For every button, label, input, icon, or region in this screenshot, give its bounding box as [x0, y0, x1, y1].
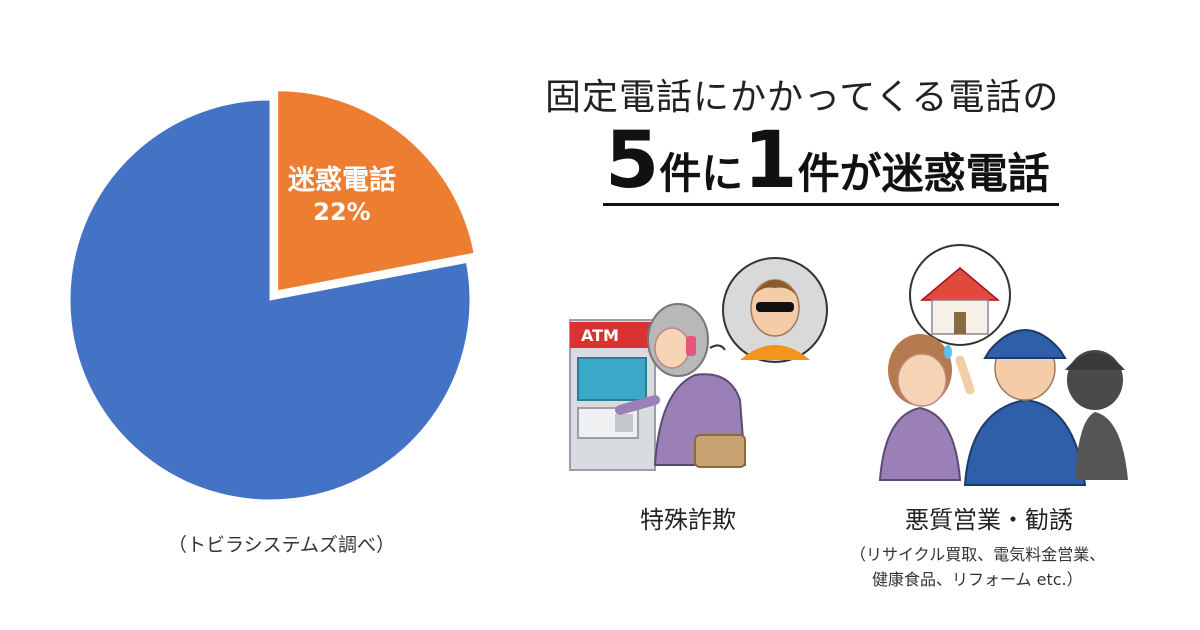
- salesman-icon: [955, 329, 1087, 486]
- atm-sign-text: ATM: [581, 326, 619, 345]
- scammer-icon: [709, 257, 828, 363]
- sales-caption: 悪質営業・勧誘: [905, 506, 1073, 534]
- sales-note-line-2: 健康食品、リフォーム etc.）: [872, 570, 1083, 589]
- pie-slice-spam-calls: [277, 90, 475, 292]
- atm-icon: [569, 319, 656, 471]
- sales-illustration: [878, 244, 1128, 486]
- fraud-illustration: ATM: [569, 257, 828, 471]
- source-note: （トビラシステムズ調べ）: [168, 534, 396, 556]
- pie-slice-value-label: 22%: [313, 198, 371, 226]
- sales-note-line-1: （リサイクル買取、電気料金営業、: [850, 545, 1106, 564]
- headline-text-a: 件に: [659, 149, 744, 198]
- pie-slice-other: [69, 99, 471, 501]
- pie-chart: [69, 90, 475, 501]
- elderly-woman-icon: [615, 303, 747, 468]
- worried-woman-icon: [878, 334, 962, 481]
- headline-line-2: 5 件に 1 件が迷惑電話: [605, 120, 1050, 200]
- headline-text-b: 件が迷惑電話: [797, 149, 1050, 198]
- headline-number-1: 1: [743, 116, 798, 206]
- shadow-figure-icon: [1065, 350, 1128, 480]
- fraud-caption: 特殊詐欺: [640, 506, 736, 534]
- headline-number-5: 5: [605, 116, 660, 206]
- headline-underline: [603, 203, 1059, 206]
- pie-slice-label: 迷惑電話: [288, 165, 396, 196]
- headline-line-1: 固定電話にかかってくる電話の: [545, 77, 1060, 118]
- house-damage-icon: [909, 244, 1011, 346]
